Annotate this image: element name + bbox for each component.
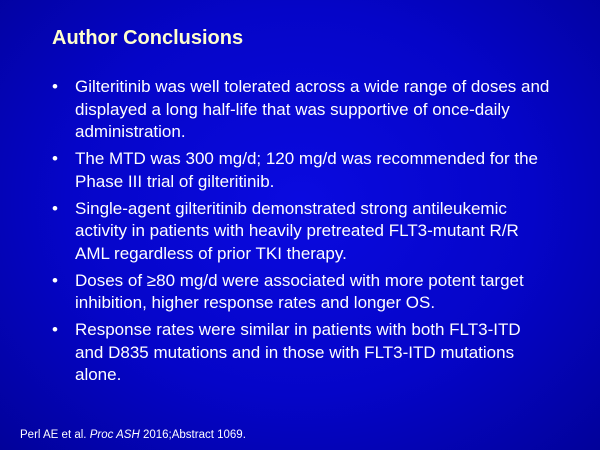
bullet-marker: •: [52, 77, 58, 96]
bullet-item: • Doses of ≥80 mg/d were associated with …: [52, 270, 552, 315]
bullet-marker: •: [52, 149, 58, 168]
footnote-journal: Proc ASH: [89, 429, 140, 441]
bullet-item: • The MTD was 300 mg/d; 120 mg/d was reco…: [52, 148, 552, 193]
bullet-text: Single-agent gilteritinib demonstrated s…: [75, 198, 519, 263]
bullet-list: • Gilteritinib was well tolerated across …: [52, 76, 552, 391]
slide-title: Author Conclusions: [52, 27, 244, 49]
bullet-marker: •: [52, 320, 58, 339]
footnote-authors: Perl AE et al.: [20, 429, 87, 441]
bullet-marker: •: [52, 198, 58, 218]
bullet-text: Gilteritinib was well tolerated across a…: [75, 77, 550, 141]
footnote-details: 2016;Abstract 1069.: [142, 429, 246, 441]
bullet-text: Response rates were similar in patients …: [75, 320, 521, 384]
bullet-marker: •: [52, 270, 58, 290]
bullet-item: • Single-agent gilteritinib demonstrated …: [52, 198, 552, 266]
footnote: Perl AE et al. Proc ASH 2016;Abstract 10…: [20, 429, 246, 441]
bullet-item: • Response rates were similar in patients…: [52, 319, 552, 387]
bullet-item: • Gilteritinib was well tolerated across …: [52, 76, 552, 144]
bullet-text: Doses of ≥80 mg/d were associated with m…: [75, 270, 524, 313]
bullet-text: The MTD was 300 mg/d; 120 mg/d was recom…: [75, 149, 538, 191]
